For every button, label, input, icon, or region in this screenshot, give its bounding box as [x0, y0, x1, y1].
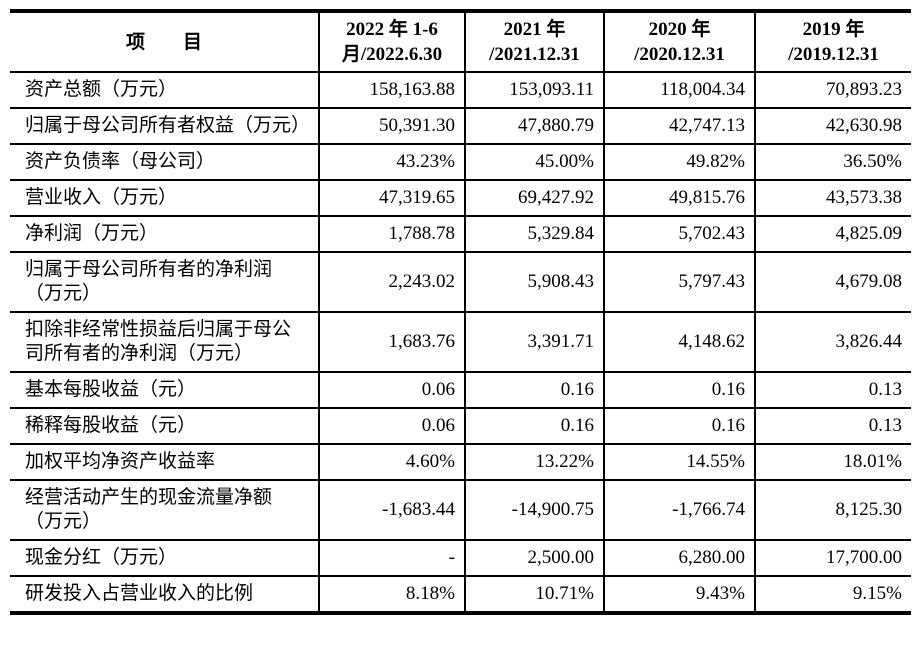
value-cell: 47,319.65: [318, 179, 465, 216]
value-cell: 118,004.34: [603, 71, 755, 108]
value-cell: 1,683.76: [318, 311, 465, 372]
row-label: 扣除非经常性损益后归属于母公司所有者的净利润（万元）: [10, 311, 319, 372]
table-row: 研发投入占营业收入的比例 8.18% 10.71% 9.43% 9.15%: [10, 575, 911, 613]
table-row: 净利润（万元） 1,788.78 5,329.84 5,702.43 4,825.09: [10, 215, 911, 252]
header-row: 项 目 2022 年 1-6 月/2022.6.30 2021 年 /2021.…: [10, 11, 911, 72]
value-cell: 17,700.00: [754, 539, 911, 576]
value-cell: 0.16: [603, 371, 755, 408]
table-header: 项 目 2022 年 1-6 月/2022.6.30 2021 年 /2021.…: [10, 11, 911, 72]
value-cell: 49.82%: [603, 143, 755, 180]
value-cell: 153,093.11: [464, 71, 604, 108]
table-row: 资产负债率（母公司） 43.23% 45.00% 49.82% 36.50%: [10, 143, 911, 180]
value-cell: 43,573.38: [754, 179, 911, 216]
value-cell: 0.16: [464, 407, 604, 444]
value-cell: 70,893.23: [754, 71, 911, 108]
value-cell: 5,329.84: [464, 215, 604, 252]
value-cell: 3,391.71: [464, 311, 604, 372]
row-label: 资产总额（万元）: [10, 71, 319, 108]
value-cell: 4.60%: [318, 443, 465, 480]
value-cell: 0.13: [754, 407, 911, 444]
row-label: 归属于母公司所有者的净利润（万元）: [10, 251, 319, 312]
value-cell: 13.22%: [464, 443, 604, 480]
row-label: 研发投入占营业收入的比例: [10, 575, 319, 613]
value-cell: 4,679.08: [754, 251, 911, 312]
value-cell: 69,427.92: [464, 179, 604, 216]
value-cell: 49,815.76: [603, 179, 755, 216]
table-row: 经营活动产生的现金流量净额（万元） -1,683.44 -14,900.75 -1,7…: [10, 479, 911, 540]
table-row: 现金分红（万元） -2,500.00 6,280.00 17,700.00: [10, 539, 911, 576]
value-cell: 5,702.43: [603, 215, 755, 252]
document-page: 项 目 2022 年 1-6 月/2022.6.30 2021 年 /2021.…: [10, 9, 911, 615]
value-cell: 0.13: [754, 371, 911, 408]
value-cell: -14,900.75: [464, 479, 604, 540]
table-row: 归属于母公司所有者权益（万元） 50,391.30 47,880.79 42,747.…: [10, 107, 911, 144]
row-label: 基本每股收益（元）: [10, 371, 319, 408]
row-label: 归属于母公司所有者权益（万元）: [10, 107, 319, 144]
row-label: 经营活动产生的现金流量净额（万元）: [10, 479, 319, 540]
table-row: 基本每股收益（元） 0.06 0.16 0.16 0.13: [10, 371, 911, 408]
row-label: 加权平均净资产收益率: [10, 443, 319, 480]
value-cell: 5,797.43: [603, 251, 755, 312]
value-cell: -1,766.74: [603, 479, 755, 540]
table-body: 资产总额（万元） 158,163.88 153,093.11 118,004.34 70…: [10, 71, 911, 613]
row-label: 资产负债率（母公司）: [10, 143, 319, 180]
value-cell: 2,243.02: [318, 251, 465, 312]
value-cell: 5,908.43: [464, 251, 604, 312]
value-cell: 43.23%: [318, 143, 465, 180]
value-cell: 10.71%: [464, 575, 604, 613]
value-cell: 2,500.00: [464, 539, 604, 576]
value-cell: 45.00%: [464, 143, 604, 180]
value-cell: 0.16: [603, 407, 755, 444]
value-cell: 158,163.88: [318, 71, 465, 108]
value-cell: 6,280.00: [603, 539, 755, 576]
row-label: 现金分红（万元）: [10, 539, 319, 576]
row-label: 稀释每股收益（元）: [10, 407, 319, 444]
value-cell: 42,747.13: [603, 107, 755, 144]
column-header-period-2021: 2021 年 /2021.12.31: [464, 11, 604, 72]
value-cell: 8,125.30: [754, 479, 911, 540]
value-cell: 50,391.30: [318, 107, 465, 144]
value-cell: 36.50%: [754, 143, 911, 180]
value-cell: 0.06: [318, 407, 465, 444]
row-label: 净利润（万元）: [10, 215, 319, 252]
column-header-period-2019: 2019 年 /2019.12.31: [754, 11, 911, 72]
value-cell: 8.18%: [318, 575, 465, 613]
value-cell: 4,825.09: [754, 215, 911, 252]
value-cell: -: [318, 539, 465, 576]
value-cell: 1,788.78: [318, 215, 465, 252]
column-header-period-2020: 2020 年 /2020.12.31: [603, 11, 755, 72]
table-row: 归属于母公司所有者的净利润（万元） 2,243.02 5,908.43 5,797.4…: [10, 251, 911, 312]
value-cell: 0.16: [464, 371, 604, 408]
column-header-item: 项 目: [125, 31, 202, 53]
value-cell: 14.55%: [603, 443, 755, 480]
table-row: 稀释每股收益（元） 0.06 0.16 0.16 0.13: [10, 407, 911, 444]
value-cell: 9.43%: [603, 575, 755, 613]
table-row: 加权平均净资产收益率 4.60% 13.22% 14.55% 18.01%: [10, 443, 911, 480]
value-cell: 0.06: [318, 371, 465, 408]
value-cell: 4,148.62: [603, 311, 755, 372]
table-row: 营业收入（万元） 47,319.65 69,427.92 49,815.76 43,57…: [10, 179, 911, 216]
value-cell: 42,630.98: [754, 107, 911, 144]
financial-summary-table: 项 目 2022 年 1-6 月/2022.6.30 2021 年 /2021.…: [10, 9, 911, 615]
value-cell: -1,683.44: [318, 479, 465, 540]
value-cell: 47,880.79: [464, 107, 604, 144]
table-row: 扣除非经常性损益后归属于母公司所有者的净利润（万元） 1,683.76 3,391.…: [10, 311, 911, 372]
value-cell: 18.01%: [754, 443, 911, 480]
row-label: 营业收入（万元）: [10, 179, 319, 216]
table-row: 资产总额（万元） 158,163.88 153,093.11 118,004.34 70…: [10, 71, 911, 108]
value-cell: 3,826.44: [754, 311, 911, 372]
value-cell: 9.15%: [754, 575, 911, 613]
column-header-period-2022: 2022 年 1-6 月/2022.6.30: [318, 11, 465, 72]
